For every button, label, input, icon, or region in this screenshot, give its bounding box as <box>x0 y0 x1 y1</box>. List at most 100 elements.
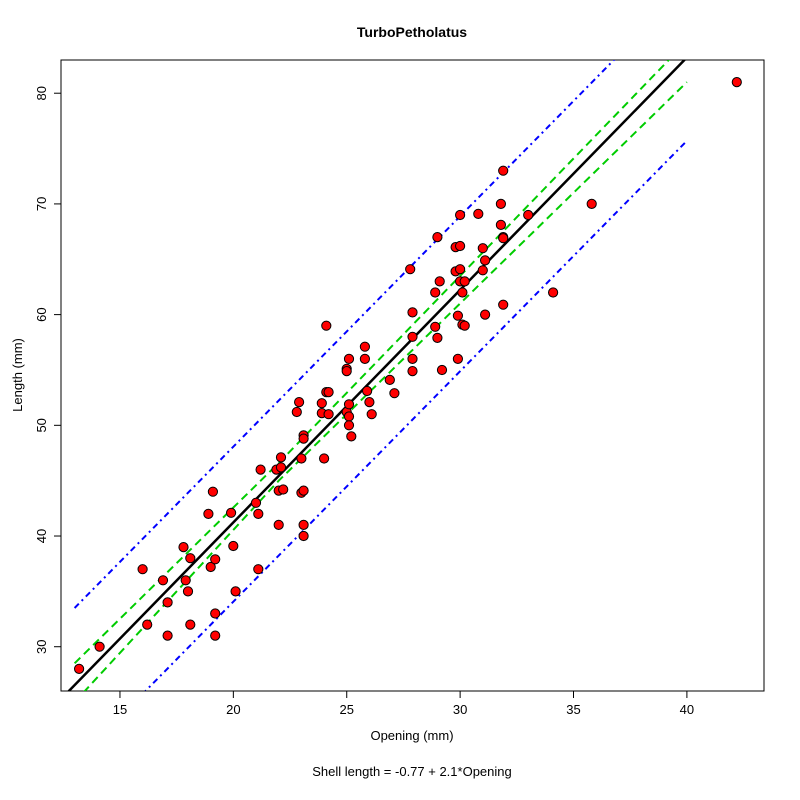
data-point <box>294 397 305 408</box>
data-point <box>523 209 534 221</box>
data-point <box>452 310 463 321</box>
prediction-band-upper <box>73 60 616 609</box>
data-point <box>457 287 468 298</box>
data-point <box>319 453 330 464</box>
data-point <box>432 332 443 343</box>
x-tick-label: 15 <box>113 702 127 717</box>
chart-title: TurboPetholatus <box>357 24 467 40</box>
data-point <box>162 597 173 608</box>
data-point <box>321 320 332 331</box>
x-axis: 15 20 25 30 35 40 <box>113 690 694 717</box>
data-point <box>455 264 466 275</box>
data-point <box>185 619 196 630</box>
data-point <box>405 264 416 275</box>
data-point <box>142 619 153 630</box>
data-point <box>366 409 377 420</box>
data-point <box>362 385 373 397</box>
y-axis: 30 40 50 60 70 80 <box>34 86 62 654</box>
data-point <box>210 554 221 565</box>
data-point <box>407 353 418 364</box>
x-axis-label: Opening (mm) <box>370 728 453 743</box>
data-point <box>255 464 266 475</box>
data-point <box>157 575 169 586</box>
y-tick-label: 70 <box>34 197 49 211</box>
data-point <box>162 630 173 641</box>
data-point <box>178 542 189 553</box>
equation-caption: Shell length = -0.77 + 2.1*Opening <box>312 764 511 779</box>
confidence-band-upper <box>73 60 671 665</box>
data-point <box>298 433 309 444</box>
data-point <box>94 641 105 652</box>
x-tick-label: 30 <box>453 702 467 717</box>
data-point <box>316 398 327 409</box>
data-point <box>296 453 307 464</box>
data-point <box>498 233 509 244</box>
y-tick-label: 60 <box>34 307 49 321</box>
data-point <box>495 219 506 230</box>
data-point <box>477 265 488 276</box>
data-point <box>250 497 262 508</box>
y-tick-label: 30 <box>34 639 49 653</box>
data-point <box>253 508 264 520</box>
data-point <box>455 240 466 252</box>
data-point <box>275 452 287 463</box>
data-point <box>586 198 597 209</box>
data-point <box>343 411 355 422</box>
prediction-band-lower <box>144 140 688 691</box>
data-point <box>323 409 334 420</box>
regression-line <box>67 60 687 691</box>
data-point <box>253 564 264 575</box>
data-point <box>455 209 466 221</box>
data-point <box>343 353 355 364</box>
data-point <box>407 307 418 318</box>
data-point <box>210 608 221 619</box>
data-point <box>436 364 448 376</box>
data-point <box>228 540 239 552</box>
data-point <box>432 232 443 243</box>
data-point <box>364 397 375 408</box>
data-point <box>731 77 742 88</box>
data-point <box>226 507 237 518</box>
y-axis-label: Length (mm) <box>10 338 25 412</box>
data-point <box>430 321 441 332</box>
x-tick-label: 25 <box>340 702 354 717</box>
data-point <box>210 630 221 641</box>
y-tick-label: 80 <box>34 86 49 100</box>
data-point <box>343 420 355 431</box>
data-point <box>498 299 509 310</box>
data-point <box>182 586 194 597</box>
data-point <box>359 353 370 364</box>
data-point <box>298 519 309 531</box>
data-point <box>203 508 214 520</box>
data-point <box>384 374 395 385</box>
data-point <box>459 320 470 331</box>
data-point <box>343 399 355 410</box>
data-point <box>459 276 470 287</box>
data-point <box>74 663 85 675</box>
data-point <box>452 353 463 364</box>
data-point <box>207 486 218 497</box>
data-point <box>180 575 191 586</box>
data-point <box>480 309 491 320</box>
data-point <box>291 406 302 418</box>
x-tick-label: 40 <box>680 702 694 717</box>
data-point <box>477 243 488 254</box>
data-point <box>473 208 484 219</box>
confidence-band-lower <box>83 81 688 691</box>
data-point <box>498 165 509 176</box>
data-point <box>278 484 289 495</box>
data-point <box>298 530 309 542</box>
data-point <box>137 564 148 575</box>
y-tick-label: 50 <box>34 418 49 432</box>
data-point <box>275 462 287 473</box>
data-point <box>230 586 241 597</box>
data-point <box>407 331 418 342</box>
data-point <box>359 341 370 352</box>
data-point <box>273 519 284 531</box>
x-tick-label: 35 <box>566 702 580 717</box>
points-layer <box>74 77 742 675</box>
y-tick-label: 40 <box>34 529 49 543</box>
x-tick-label: 20 <box>226 702 240 717</box>
data-point <box>430 287 441 298</box>
